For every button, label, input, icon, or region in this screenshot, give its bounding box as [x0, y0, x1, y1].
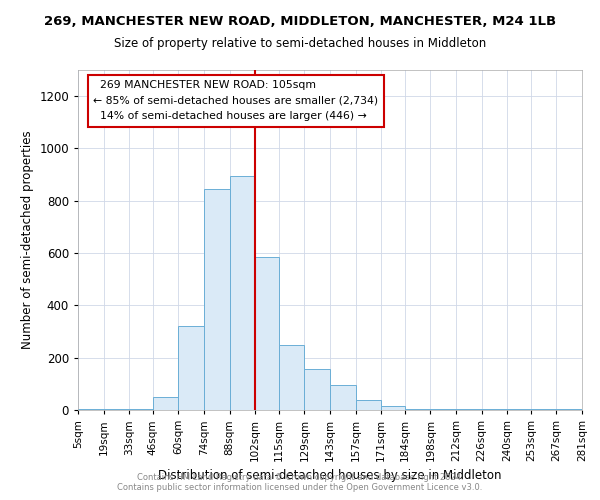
- Bar: [255, 257, 279, 410]
- X-axis label: Distribution of semi-detached houses by size in Middleton: Distribution of semi-detached houses by …: [158, 470, 502, 482]
- Bar: [556, 408, 582, 410]
- Text: Size of property relative to semi-detached houses in Middleton: Size of property relative to semi-detach…: [114, 38, 486, 51]
- Bar: [204, 189, 230, 410]
- Bar: [507, 408, 531, 410]
- Text: 269 MANCHESTER NEW ROAD: 105sqm
← 85% of semi-detached houses are smaller (2,734: 269 MANCHESTER NEW ROAD: 105sqm ← 85% of…: [93, 80, 378, 122]
- Bar: [405, 408, 430, 410]
- Bar: [356, 400, 381, 410]
- Bar: [430, 408, 456, 410]
- Bar: [153, 397, 178, 410]
- Bar: [178, 326, 204, 410]
- Bar: [531, 408, 556, 410]
- Text: Contains HM Land Registry data © Crown copyright and database right 2024.
Contai: Contains HM Land Registry data © Crown c…: [118, 473, 482, 492]
- Bar: [330, 385, 356, 410]
- Bar: [78, 408, 104, 410]
- Bar: [230, 176, 255, 410]
- Bar: [381, 406, 405, 410]
- Y-axis label: Number of semi-detached properties: Number of semi-detached properties: [20, 130, 34, 350]
- Bar: [456, 408, 482, 410]
- Bar: [104, 408, 129, 410]
- Bar: [129, 408, 153, 410]
- Bar: [304, 370, 330, 410]
- Text: 269, MANCHESTER NEW ROAD, MIDDLETON, MANCHESTER, M24 1LB: 269, MANCHESTER NEW ROAD, MIDDLETON, MAN…: [44, 15, 556, 28]
- Bar: [279, 345, 304, 410]
- Bar: [482, 408, 507, 410]
